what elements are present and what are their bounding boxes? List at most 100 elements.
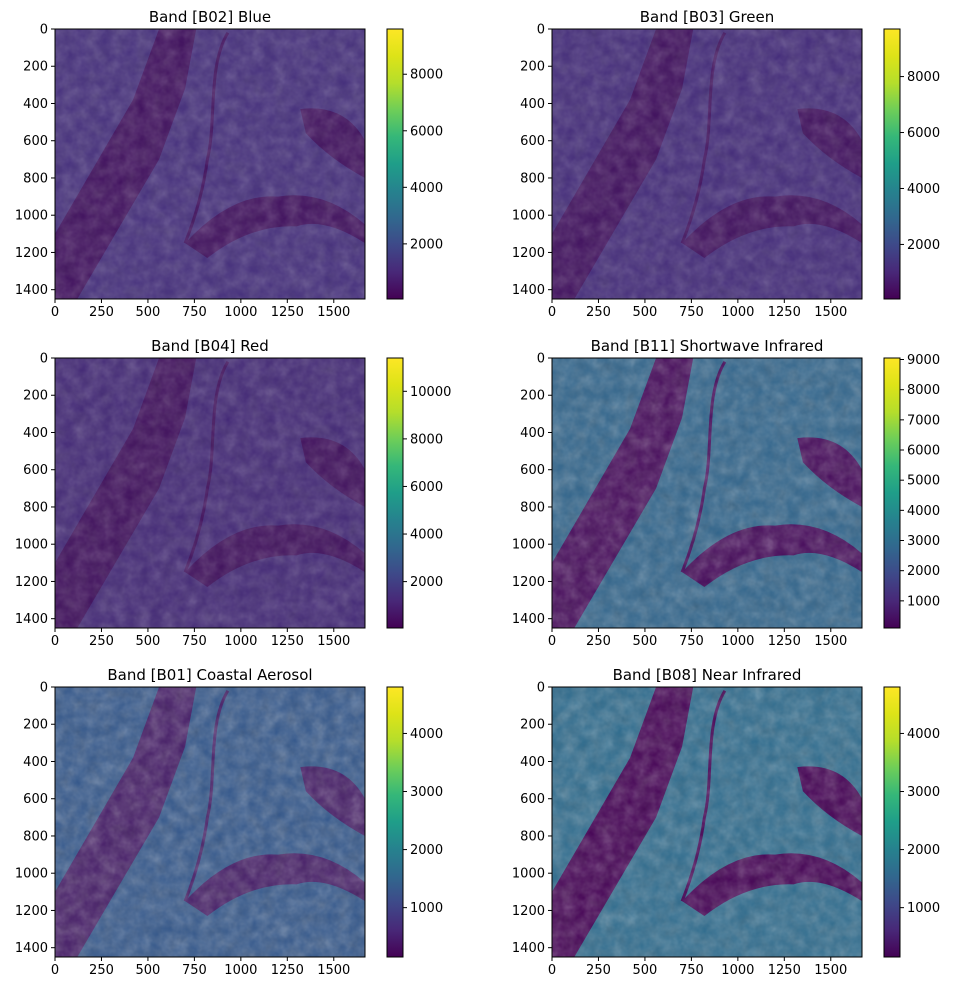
y-tick-label: 1400: [512, 612, 545, 627]
colorbar: [883, 357, 901, 629]
y-tick-label: 0: [537, 352, 545, 367]
y-tick-label: 400: [520, 755, 545, 770]
colorbar: [386, 357, 404, 629]
y-tick-label: 200: [520, 60, 545, 75]
x-tick-label: 0: [548, 963, 556, 978]
x-tick-label: 750: [679, 305, 704, 320]
y-tick-label: 0: [537, 23, 545, 38]
x-tick-label: 1000: [721, 305, 754, 320]
texture-overlay: [55, 29, 365, 299]
x-tick-label: 1000: [224, 305, 257, 320]
y-tick-label: 1400: [15, 941, 48, 956]
y-tick-label: 1400: [15, 612, 48, 627]
y-tick-label: 1400: [512, 941, 545, 956]
y-tick-label: 600: [23, 792, 48, 807]
x-tick-label: 750: [182, 634, 207, 649]
y-tick-label: 1000: [512, 538, 545, 553]
axes-frame: [551, 357, 863, 629]
colorbar-tick-label: 4000: [907, 727, 940, 742]
colorbar-tick-label: 9000: [907, 353, 940, 368]
texture-overlay: [552, 29, 862, 299]
colorbar-tick-label: 2000: [907, 564, 940, 579]
y-tick-label: 200: [520, 718, 545, 733]
texture-overlay: [55, 687, 365, 957]
x-tick-label: 1500: [814, 305, 847, 320]
y-tick-label: 600: [23, 134, 48, 149]
x-tick-label: 0: [548, 634, 556, 649]
x-tick-label: 500: [136, 634, 161, 649]
colorbar-tick-label: 1000: [907, 901, 940, 916]
subplot-title: Band [B04] Red: [151, 337, 269, 355]
x-tick-label: 500: [633, 305, 658, 320]
colorbar-tick-label: 4000: [907, 504, 940, 519]
x-tick-label: 1250: [271, 634, 304, 649]
subplot-5: Band [B01] Coastal Aerosol 0 250 500 750 1000…: [15, 666, 443, 978]
y-tick-label: 1200: [512, 575, 545, 590]
y-tick-label: 800: [520, 829, 545, 844]
y-tick-label: 1400: [512, 283, 545, 298]
x-tick-label: 500: [633, 963, 658, 978]
axes-frame: [54, 28, 366, 300]
y-tick-label: 400: [520, 97, 545, 112]
texture-overlay: [552, 687, 862, 957]
y-tick-label: 1000: [512, 209, 545, 224]
y-tick-label: 1200: [15, 904, 48, 919]
axes-frame: [551, 28, 863, 300]
colorbar-tick-label: 8000: [907, 70, 940, 85]
subplot-6: Band [B08] Near Infrared 0 250 500 750 1000 12…: [512, 666, 940, 978]
subplot-title: Band [B08] Near Infrared: [613, 666, 802, 684]
x-tick-label: 1500: [317, 305, 350, 320]
colorbar: [386, 28, 404, 300]
x-tick-label: 250: [586, 634, 611, 649]
x-tick-label: 250: [89, 634, 114, 649]
x-tick-label: 0: [51, 963, 59, 978]
colorbar-tick-label: 8000: [410, 68, 443, 83]
y-tick-label: 0: [537, 681, 545, 696]
subplot-1: Band [B02] Blue 0 250 500 750 1000 1250 1500 0 20…: [15, 8, 443, 320]
axes-frame: [54, 357, 366, 629]
colorbar-tick-label: 3000: [907, 785, 940, 800]
y-tick-label: 1000: [15, 209, 48, 224]
y-tick-label: 1200: [15, 246, 48, 261]
x-tick-label: 500: [136, 963, 161, 978]
subplot-title: Band [B03] Green: [640, 8, 775, 26]
x-tick-label: 1250: [271, 963, 304, 978]
y-tick-label: 600: [520, 134, 545, 149]
colorbar-tick-label: 2000: [907, 238, 940, 253]
y-tick-label: 400: [23, 426, 48, 441]
y-tick-label: 400: [23, 755, 48, 770]
y-tick-label: 200: [520, 389, 545, 404]
colorbar-tick-label: 8000: [410, 432, 443, 447]
x-tick-label: 1000: [224, 963, 257, 978]
y-tick-label: 1400: [15, 283, 48, 298]
colorbar-tick-label: 6000: [907, 126, 940, 141]
y-tick-label: 1200: [15, 575, 48, 590]
x-tick-label: 1500: [814, 634, 847, 649]
colorbar-tick-label: 5000: [907, 474, 940, 489]
x-tick-label: 750: [679, 634, 704, 649]
x-tick-label: 750: [679, 963, 704, 978]
x-tick-label: 1250: [768, 305, 801, 320]
x-tick-label: 0: [51, 634, 59, 649]
colorbar-tick-label: 1000: [410, 901, 443, 916]
colorbar-tick-label: 6000: [907, 444, 940, 459]
colorbar-tick-label: 4000: [907, 182, 940, 197]
y-tick-label: 0: [40, 681, 48, 696]
x-tick-label: 1500: [814, 963, 847, 978]
colorbar-tick-label: 4000: [410, 727, 443, 742]
y-tick-label: 400: [520, 426, 545, 441]
x-tick-label: 250: [586, 305, 611, 320]
y-tick-label: 800: [23, 500, 48, 515]
colorbar-tick-label: 6000: [410, 124, 443, 139]
colorbar-tick-label: 3000: [410, 785, 443, 800]
y-tick-label: 1200: [512, 246, 545, 261]
colorbar-tick-label: 10000: [410, 385, 451, 400]
x-tick-label: 0: [548, 305, 556, 320]
subplot-3: Band [B04] Red 0 250 500 750 1000 1250 1500 0 200…: [15, 337, 451, 649]
colorbar-tick-label: 4000: [410, 181, 443, 196]
x-tick-label: 250: [89, 305, 114, 320]
x-tick-label: 1250: [768, 634, 801, 649]
x-tick-label: 1250: [768, 963, 801, 978]
y-tick-label: 800: [23, 829, 48, 844]
